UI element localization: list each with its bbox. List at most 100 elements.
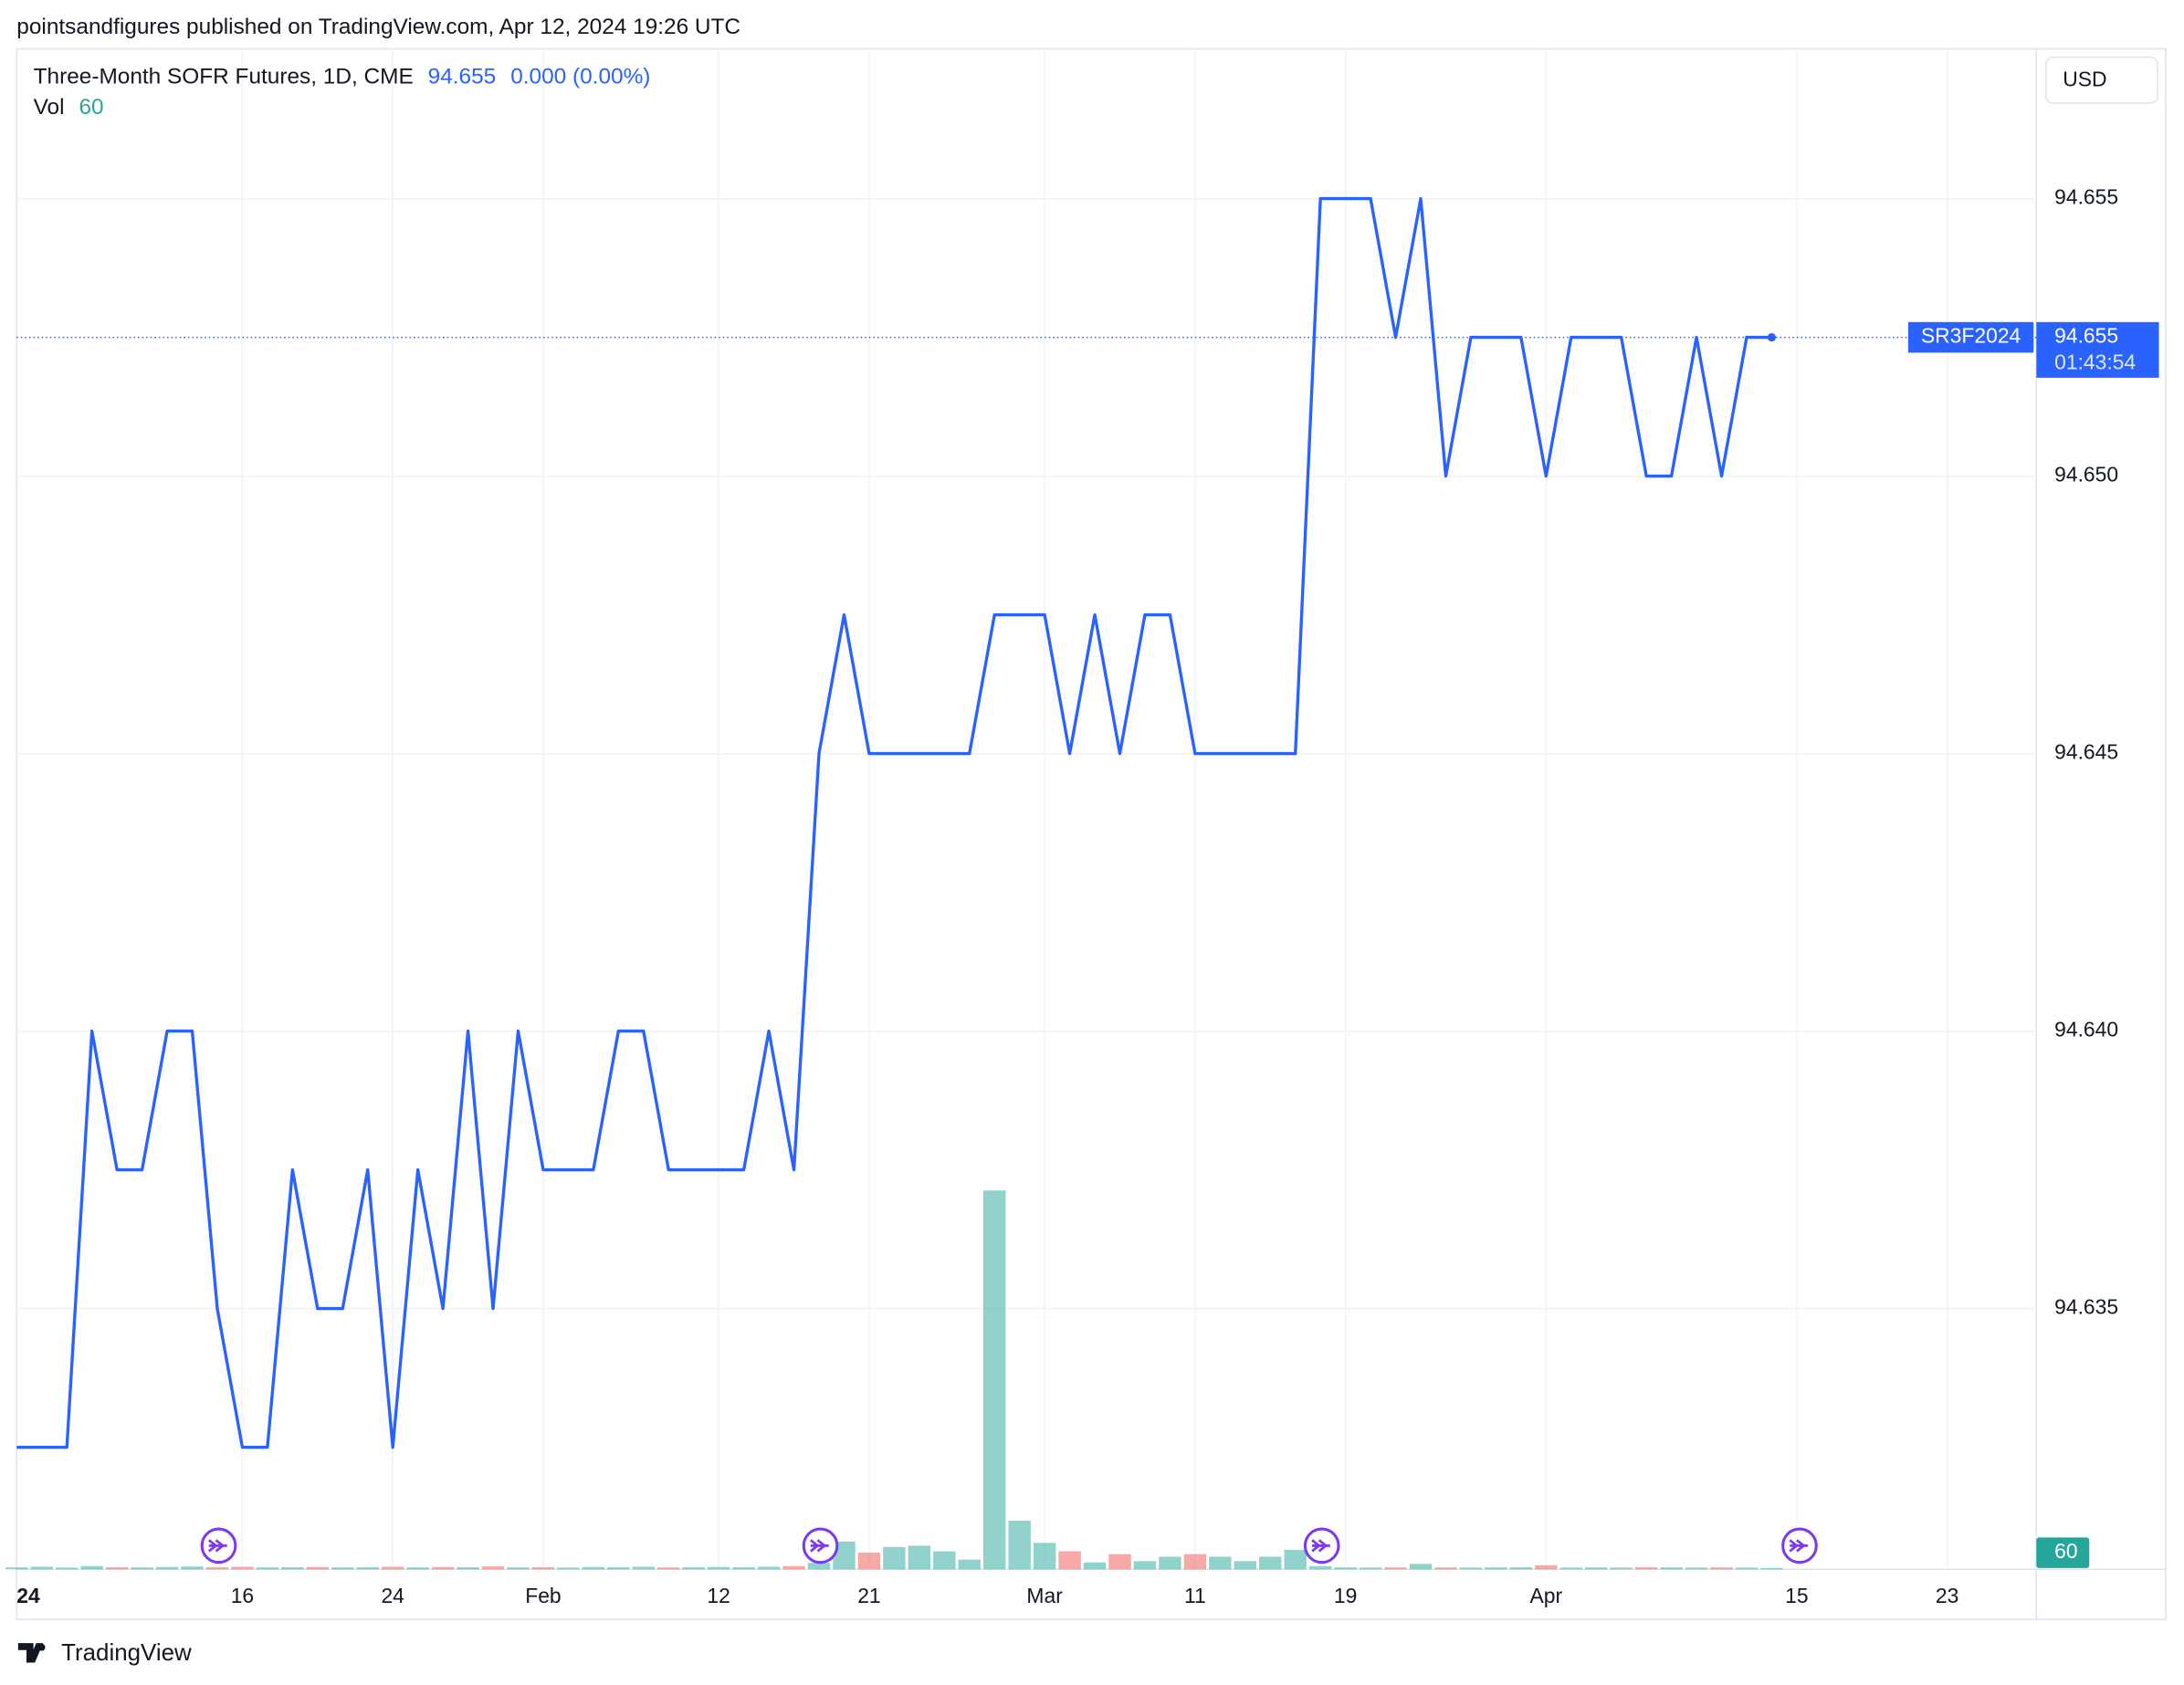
volume-bar (1033, 1543, 1056, 1570)
x-tick-label: 15 (1785, 1584, 1808, 1607)
volume-bar (431, 1566, 455, 1570)
legend-volume: Vol 60 (34, 96, 104, 120)
volume-bar (181, 1566, 204, 1570)
volume-bar (356, 1566, 379, 1570)
volume-bar (205, 1566, 229, 1570)
volume-bar (1008, 1521, 1031, 1570)
brand: TradingView (61, 1640, 192, 1666)
x-tick-label: 11 (1184, 1584, 1206, 1607)
volume-bar (682, 1566, 705, 1570)
currency[interactable]: USD (2063, 68, 2106, 91)
volume-bar (1585, 1567, 1608, 1570)
x-tick-label: 19 (1334, 1584, 1357, 1607)
brand-logo (17, 1643, 46, 1663)
volume-bar (1760, 1567, 1783, 1570)
volume-bar (1359, 1567, 1382, 1570)
legend-symbol: Three-Month SOFR Futures, 1D, CME (34, 65, 414, 89)
price-line (16, 196, 1772, 1450)
y-tick-label: 94.640 (2054, 1018, 2118, 1041)
volume-bar (1308, 1565, 1332, 1570)
y-tick-label: 94.655 (2054, 185, 2118, 209)
symbol-tag (1907, 321, 2034, 353)
event-arrows (207, 1539, 1809, 1553)
plot (5, 196, 2037, 1570)
x-tick-label: Mar (1026, 1584, 1063, 1607)
legend-vol-value: 60 (79, 96, 103, 120)
volume-bar (481, 1566, 505, 1570)
volume-bar (1559, 1567, 1582, 1570)
frame (16, 47, 2167, 1620)
header: pointsandfigures published on TradingVie… (16, 15, 740, 39)
x-tick-label: Apr (1530, 1584, 1563, 1607)
volume-bar (807, 1563, 831, 1570)
volume-bar (732, 1566, 755, 1570)
volume-bar (1434, 1567, 1457, 1570)
x-tick-label: 16 (231, 1584, 254, 1607)
x-tick-label: 23 (1936, 1584, 1958, 1607)
volume-bar (1610, 1567, 1633, 1570)
volume-bar (1685, 1567, 1708, 1570)
volume-bar (632, 1566, 655, 1570)
volume-bar (457, 1566, 479, 1570)
volume-bar (1459, 1567, 1483, 1570)
volume-bar (607, 1566, 630, 1570)
volume-tag (2036, 1537, 2090, 1568)
grid (16, 48, 2037, 1570)
x-tick-label: 12 (707, 1584, 730, 1607)
volume-bar (381, 1566, 404, 1570)
volume-bar (80, 1565, 103, 1570)
volume-bar (582, 1566, 605, 1570)
volume-bar (1284, 1549, 1307, 1570)
volume-bar (331, 1567, 354, 1570)
volume-bar (757, 1566, 781, 1570)
x-tick-label: 24 (16, 1584, 40, 1607)
y-tick-label: 94.645 (2054, 740, 2118, 764)
volume-bar (5, 1567, 28, 1570)
volume-bar (30, 1566, 53, 1570)
volume-bar (1509, 1566, 1533, 1570)
volume-tag-text: 60 (2054, 1539, 2077, 1563)
volume-bar (707, 1566, 730, 1570)
volume-bar (231, 1566, 254, 1570)
volume-bar (782, 1565, 805, 1570)
volume-bar (1334, 1567, 1357, 1570)
volume-bar (531, 1566, 555, 1570)
symbol-tag-text: SR3F2024 (1921, 324, 2021, 348)
volume-bar (406, 1567, 429, 1570)
volume-bar (958, 1559, 981, 1570)
volume-bar (1234, 1561, 1257, 1570)
volume-bar (1660, 1567, 1683, 1570)
legend-price: 94.655 (428, 65, 497, 89)
price-tag (2036, 321, 2159, 378)
volume-bar (883, 1546, 906, 1570)
volume-bar (105, 1566, 129, 1570)
volume-bar (1108, 1554, 1131, 1570)
volume-bar (983, 1190, 1006, 1570)
volume-bar (155, 1566, 179, 1570)
volume-bar (56, 1567, 79, 1570)
x-tick-label: Feb (525, 1584, 561, 1607)
y-tick-label: 94.635 (2054, 1295, 2118, 1319)
volume-bar (857, 1552, 881, 1570)
price-tag-countdown: 01:43:54 (2054, 351, 2136, 374)
x-tick-label: 21 (857, 1584, 880, 1607)
volume-bar (281, 1566, 304, 1570)
volume-bar (507, 1567, 530, 1570)
volume-bar (1183, 1554, 1207, 1570)
legend-change: 0.000 (0.00%) (510, 65, 650, 89)
volume-bar (908, 1545, 931, 1570)
volume-bar (657, 1567, 680, 1570)
volume-bar (306, 1566, 330, 1570)
volume-bar (1159, 1556, 1181, 1570)
volume-bar (1634, 1566, 1658, 1570)
volume-bar (131, 1567, 153, 1570)
volume-bar (1535, 1565, 1558, 1570)
currency-button[interactable] (2045, 56, 2158, 104)
volume-bar (1409, 1564, 1433, 1570)
volume-bar (1209, 1556, 1232, 1570)
volume-bar (256, 1567, 279, 1570)
volume-bar (1735, 1567, 1759, 1570)
volume-bar (1083, 1562, 1107, 1570)
